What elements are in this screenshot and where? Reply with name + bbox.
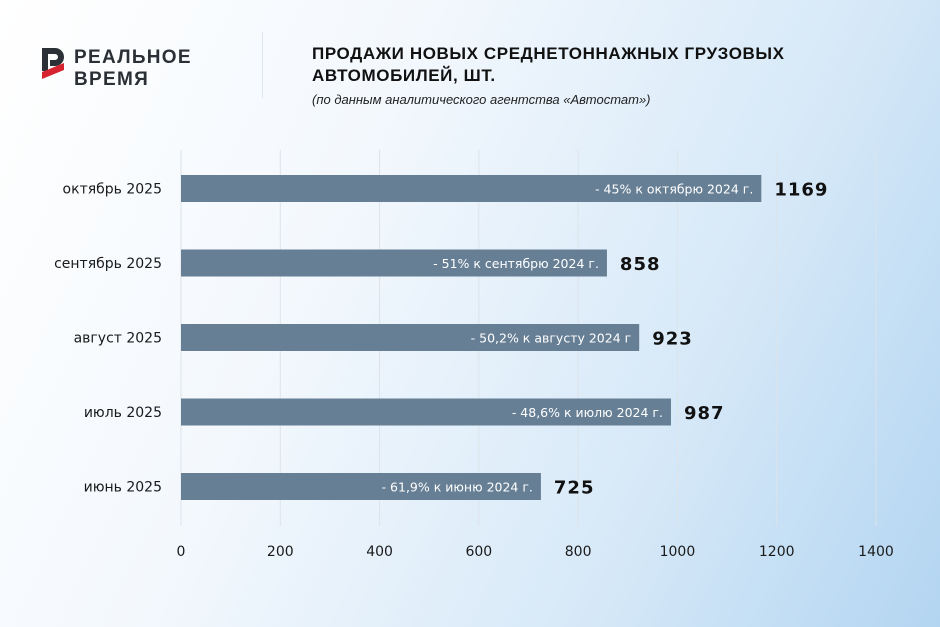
bar-value-label: 1169 xyxy=(774,180,828,201)
bar-change-label: - 45% к октябрю 2024 г. xyxy=(595,182,753,197)
bar-change-label: - 51% к сентябрю 2024 г. xyxy=(433,256,599,271)
y-category-label: октябрь 2025 xyxy=(63,182,162,198)
y-category-label: август 2025 xyxy=(74,331,162,347)
bar-change-label: - 48,6% к июлю 2024 г. xyxy=(512,405,663,420)
bar-value-label: 923 xyxy=(652,329,693,350)
y-category-label: сентябрь 2025 xyxy=(54,256,162,272)
logo: РЕАЛЬНОЕ ВРЕМЯ xyxy=(38,44,218,94)
x-tick-label: 800 xyxy=(565,544,592,560)
chart-title-line2: АВТОМОБИЛЕЙ, ШТ. xyxy=(312,66,496,85)
bar-value-label: 858 xyxy=(620,254,661,275)
header-divider xyxy=(262,32,263,98)
x-tick-label: 600 xyxy=(465,544,492,560)
bar-change-label: - 50,2% к августу 2024 г xyxy=(471,331,632,346)
logo-text-line1: РЕАЛЬНОЕ xyxy=(74,47,192,68)
bar-value-label: 725 xyxy=(554,478,595,499)
logo-text-line2: ВРЕМЯ xyxy=(74,69,150,90)
x-tick-label: 0 xyxy=(177,544,186,560)
chart-subtitle: (по данным аналитического агентства «Авт… xyxy=(312,92,651,107)
bar xyxy=(181,175,762,202)
bar xyxy=(181,324,640,351)
bar-change-label: - 61,9% к июню 2024 г. xyxy=(382,480,533,495)
bar xyxy=(181,473,541,500)
y-category-label: июнь 2025 xyxy=(84,480,162,496)
x-tick-label: 400 xyxy=(366,544,393,560)
logo-mark-icon xyxy=(42,48,64,79)
x-tick-label: 1000 xyxy=(660,544,696,560)
bar xyxy=(181,398,671,426)
chart-title-line1: ПРОДАЖИ НОВЫХ СРЕДНЕТОННАЖНЫХ ГРУЗОВЫХ xyxy=(312,44,785,63)
x-tick-label: 1400 xyxy=(858,544,894,560)
y-category-label: июль 2025 xyxy=(84,405,162,421)
bar xyxy=(181,249,607,277)
bar-value-label: 987 xyxy=(684,403,725,424)
x-tick-label: 1200 xyxy=(759,544,795,560)
x-tick-label: 200 xyxy=(267,544,294,560)
